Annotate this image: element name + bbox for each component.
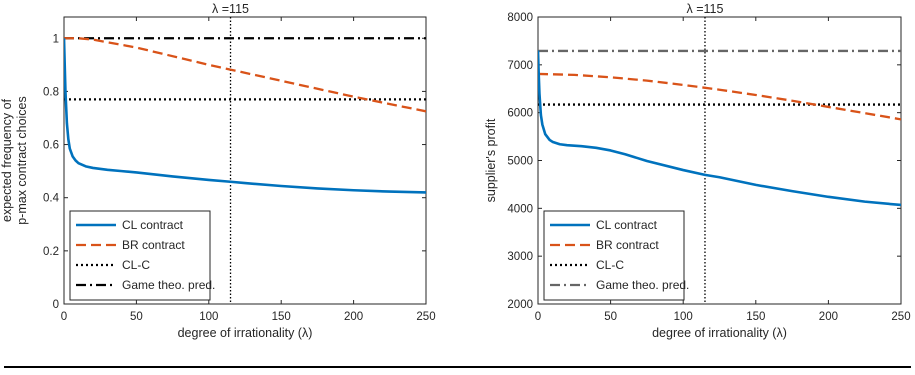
y-tick-label: 0.6 [43, 140, 59, 152]
y-tick-label: 1 [53, 33, 59, 45]
x-tick-label: 0 [535, 311, 541, 323]
legend-label: CL contract [122, 218, 184, 232]
series-line-br-contract [538, 72, 901, 121]
chart-2: 0 50 100 150 200 250 2000 3000 4000 5000 6000 7000 8… [484, 2, 911, 340]
y-tick-label: 3000 [507, 251, 533, 263]
series-line-cl-contract [64, 38, 426, 194]
y-tick-label: 7000 [507, 60, 533, 72]
y-tick-label: 4000 [507, 203, 533, 215]
x-axis-title: degree of irrationality (λ) [652, 326, 787, 340]
series-line-cl-contract [538, 50, 901, 207]
legend-label: BR contract [596, 238, 659, 252]
x-tick-label: 50 [130, 311, 143, 323]
y-tick-label: 8000 [507, 12, 533, 24]
x-axis-title: degree of irrationality (λ) [178, 326, 313, 340]
x-tick-label: 100 [199, 311, 218, 323]
legend-label: Game theo. pred. [122, 278, 215, 292]
x-tick-label: 100 [674, 311, 693, 323]
plot-frame [63, 16, 427, 305]
y-tick-label: 0.4 [43, 193, 60, 205]
x-tick-label: 250 [416, 311, 435, 323]
x-tick-label: 150 [746, 311, 765, 323]
x-tick-label: 200 [344, 311, 363, 323]
x-tick-label: 0 [61, 311, 67, 323]
x-tick-label: 200 [819, 311, 838, 323]
legend-label: CL-C [122, 258, 150, 272]
x-tick-label: 250 [891, 311, 910, 323]
legend-label: BR contract [122, 238, 185, 252]
bottom-rule [4, 366, 911, 368]
chart-1: 0 50 100 150 200 250 0 0.2 0.4 0.6 0.8 1 degree of i… [0, 2, 436, 340]
x-tick-label: 150 [272, 311, 291, 323]
legend-label: Game theo. pred. [596, 278, 689, 292]
y-axis-title: expected frequency of [0, 98, 14, 222]
y-axis-title: supplier's profit [484, 118, 498, 202]
legend-label: CL contract [596, 218, 658, 232]
y-tick-label: 5000 [507, 156, 533, 168]
legend-label: CL-C [596, 258, 624, 272]
x-tick-label: 50 [604, 311, 617, 323]
y-tick-label: 0.8 [43, 86, 59, 98]
y-tick-label: 6000 [507, 108, 533, 120]
series-line-br-contract [64, 37, 426, 113]
y-axis-title: p-max contract choices [15, 96, 29, 225]
lambda-reference-label: λ =115 [687, 2, 724, 16]
y-tick-label: 0 [53, 299, 59, 311]
y-tick-label: 2000 [507, 299, 533, 311]
y-tick-label: 0.2 [43, 246, 59, 258]
lambda-reference-label: λ =115 [212, 2, 249, 16]
